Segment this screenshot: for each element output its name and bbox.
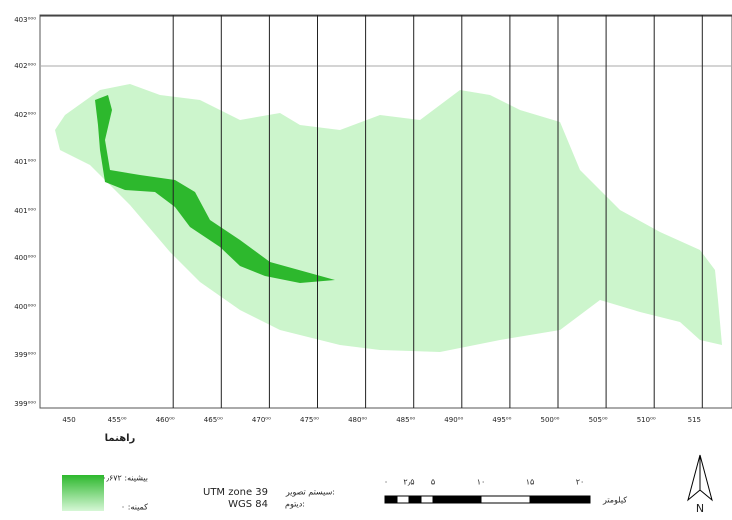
scale-labels: ۰ ۲٫۵ ۵ ۱۰ ۱۵ ۲۰ xyxy=(384,478,584,487)
scale-label: ۱۰ xyxy=(477,478,486,487)
x-label: 480⁰⁰ xyxy=(348,416,367,424)
north-label: N xyxy=(696,502,704,515)
scale-label: ۰ xyxy=(384,478,388,487)
x-label: 515 xyxy=(688,416,701,424)
x-label: 470⁰⁰ xyxy=(252,416,271,424)
y-label: 402⁰⁰⁰ xyxy=(14,111,36,119)
y-label: 399⁰⁰⁰ xyxy=(14,351,36,359)
legend-max: بیشینه: ۰٫۶۷۲ xyxy=(102,474,148,483)
x-label: 505⁰⁰ xyxy=(589,416,608,424)
projection: UTM zone 39 xyxy=(203,487,268,498)
legend-ramp xyxy=(62,475,104,511)
x-label: 485⁰⁰ xyxy=(396,416,415,424)
y-label: 399⁰⁰⁰ xyxy=(14,400,36,408)
x-label: 500⁰⁰ xyxy=(541,416,560,424)
scale-label: ۲۰ xyxy=(576,478,585,487)
x-label: 450 xyxy=(62,416,75,424)
scale-label: ۲٫۵ xyxy=(403,478,414,487)
x-label: 490⁰⁰ xyxy=(444,416,463,424)
y-label: 400⁰⁰⁰ xyxy=(14,303,36,311)
y-label: 403⁰⁰⁰ xyxy=(14,16,36,24)
scale-unit: کیلومتر xyxy=(602,496,627,505)
x-label: 460⁰⁰ xyxy=(156,416,175,424)
projection-label: سیستم تصویر: xyxy=(285,488,335,497)
y-label: 402⁰⁰⁰ xyxy=(14,62,36,70)
x-label: 510⁰⁰ xyxy=(637,416,656,424)
scale-bar xyxy=(384,495,591,504)
x-label: 465⁰⁰ xyxy=(204,416,223,424)
scale-label: ۱۵ xyxy=(526,478,535,487)
datum: WGS 84 xyxy=(228,499,268,510)
x-label: 475⁰⁰ xyxy=(300,416,319,424)
scale-label: ۵ xyxy=(431,478,435,487)
x-labels: 450 455⁰⁰ 460⁰⁰ 465⁰⁰ 470⁰⁰ 475⁰⁰ 480⁰⁰ 485⁰⁰ 49… xyxy=(62,416,701,424)
y-label: 401⁰⁰⁰ xyxy=(14,207,36,215)
x-label: 495⁰⁰ xyxy=(492,416,511,424)
y-label: 401⁰⁰⁰ xyxy=(14,158,36,166)
legend-min: کمینه: ۰ xyxy=(121,503,148,512)
reservoir xyxy=(95,95,335,283)
y-labels: 403⁰⁰⁰ 402⁰⁰⁰ 402⁰⁰⁰ 401⁰⁰⁰ 401⁰⁰⁰ 400⁰⁰⁰ 400⁰… xyxy=(14,16,36,408)
legend-title: راهنما xyxy=(105,433,136,444)
grid-lines xyxy=(172,15,703,408)
north-arrow xyxy=(687,454,713,502)
x-label: 455⁰⁰ xyxy=(108,416,127,424)
y-label: 400⁰⁰⁰ xyxy=(14,254,36,262)
datum-label: دیتوم: xyxy=(285,500,305,509)
